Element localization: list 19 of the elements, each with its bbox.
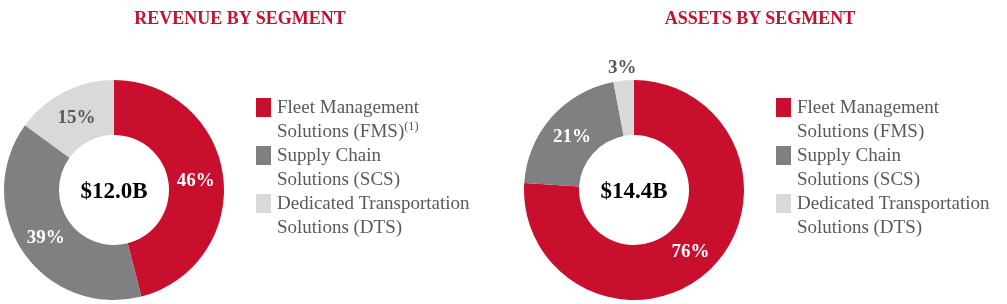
legend-label: Supply Chain Solutions (SCS)	[797, 144, 921, 190]
legend-label: Fleet Management Solutions (FMS)$^{(1)}$	[277, 96, 420, 142]
donut-slice	[25, 80, 114, 158]
data-label: 15%	[57, 106, 96, 128]
donut-slice	[613, 80, 634, 136]
data-label: 76%	[671, 239, 710, 261]
data-label: 39%	[26, 226, 65, 248]
text: $14.4B	[600, 178, 668, 204]
text: $12.0B	[80, 178, 148, 204]
legend-label: Dedicated Transportation Solutions (DTS)	[277, 192, 471, 238]
data-label: 3%	[608, 56, 637, 78]
data-label: 21%	[553, 125, 592, 147]
legend-label: Fleet Management Solutions (FMS)	[797, 96, 940, 142]
chart-title: REVENUE BY SEGMENT	[134, 8, 346, 28]
legend-label: Dedicated Transportation Solutions (DTS)	[797, 192, 991, 238]
chart-title: ASSETS BY SEGMENT	[664, 8, 856, 28]
donut-slice	[524, 80, 744, 300]
data-label: 46%	[176, 169, 215, 191]
legend-label: Supply Chain Solutions (SCS)	[277, 144, 401, 190]
